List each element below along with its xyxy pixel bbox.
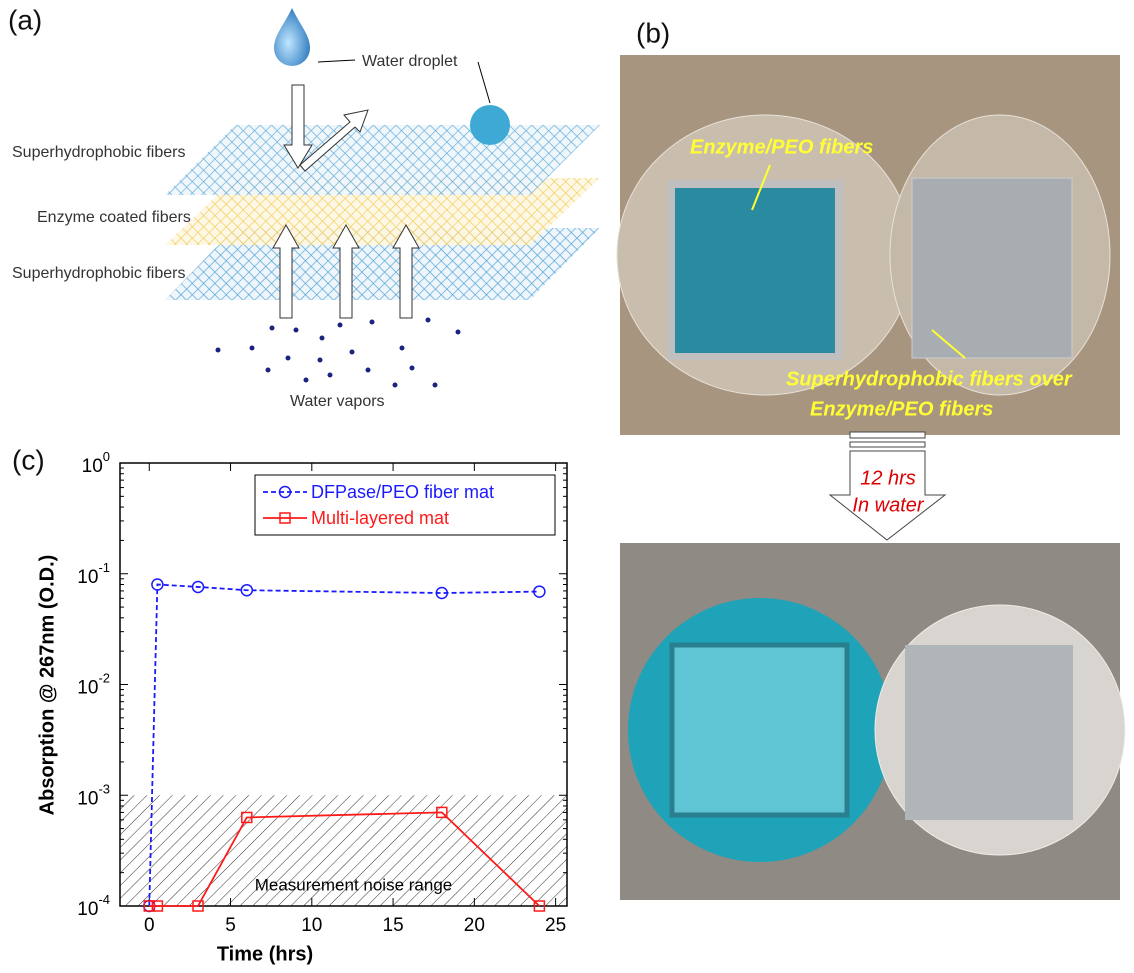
shape — [456, 330, 461, 335]
x-axis-title: Time (hrs) — [217, 943, 313, 965]
pointer — [478, 62, 490, 103]
shape — [433, 383, 438, 388]
shape — [270, 326, 275, 331]
photo-label: Superhydrophobic fibers over — [786, 368, 1073, 390]
figure: (a) Water droplet Superhydrophobic fiber… — [0, 0, 1134, 973]
y-tick-exponent: -1 — [98, 560, 110, 575]
x-tick-label: 0 — [144, 915, 155, 936]
shape — [266, 368, 271, 373]
panel-label: (a) — [8, 4, 42, 35]
shape — [294, 328, 299, 333]
layer-label: Superhydrophobic fibers — [12, 265, 185, 282]
photo-label: Enzyme/PEO fibers — [810, 398, 993, 420]
y-tick-label: 10 — [77, 678, 98, 699]
shape — [393, 383, 398, 388]
y-tick-label: 10-1 — [77, 560, 110, 588]
x-tick-label: 15 — [383, 915, 404, 936]
y-tick-label: 10 — [77, 788, 98, 809]
shape — [328, 373, 333, 378]
shape — [338, 323, 343, 328]
x-tick-label: 5 — [225, 915, 236, 936]
shape — [216, 348, 221, 353]
droplet-ball — [470, 105, 510, 145]
y-tick-label: 10 — [77, 899, 98, 920]
y-tick-label: 10-3 — [77, 782, 110, 810]
y-tick-exponent: -4 — [98, 892, 110, 907]
y-tick-label: 10-2 — [77, 671, 110, 699]
x-tick-label: 20 — [464, 915, 485, 936]
shape — [410, 366, 415, 371]
panel-a: (a) Water droplet Superhydrophobic fiber… — [8, 4, 600, 410]
annotation: Water vapors — [290, 393, 385, 410]
y-axis-title: Absorption @ 267nm (O.D.) — [36, 555, 58, 816]
y-tick-label: 100 — [82, 449, 110, 477]
panel-label: (b) — [636, 17, 670, 48]
arrow-label: 12 hrs — [860, 467, 916, 489]
layer-label: Enzyme coated fibers — [37, 209, 191, 226]
y-tick-exponent: -3 — [98, 782, 110, 797]
shape — [304, 378, 309, 383]
layered-mat — [905, 645, 1073, 820]
pointer — [318, 60, 355, 62]
shape — [370, 320, 375, 325]
y-tick-exponent: 0 — [103, 449, 110, 464]
y-tick-label: 10-4 — [77, 892, 110, 920]
shape — [286, 356, 291, 361]
shape — [366, 368, 371, 373]
vapor-dots — [216, 318, 461, 388]
y-tick-exponent: -2 — [98, 671, 110, 686]
x-tick-label: 25 — [545, 915, 566, 936]
legend-label: Multi-layered mat — [311, 508, 449, 528]
enzyme-mat — [675, 188, 835, 353]
droplet-icon — [274, 8, 310, 66]
chart: Measurement noise range10-410-310-210-11… — [77, 449, 567, 936]
legend-label: DFPase/PEO fiber mat — [311, 482, 494, 502]
panel-label: (c) — [12, 444, 45, 475]
x-tick-label: 10 — [301, 915, 322, 936]
shape — [320, 336, 325, 341]
y-tick-label: 10 — [77, 567, 98, 588]
foil — [672, 645, 847, 815]
y-tick-label: 10 — [82, 456, 103, 477]
shape — [250, 346, 255, 351]
layer-label: Superhydrophobic fibers — [12, 144, 185, 161]
layered-mat — [912, 178, 1072, 358]
photo-label: Enzyme/PEO fibers — [690, 136, 873, 158]
panel-b: (b) Enzyme/PEO fibers Superhydrophobic f… — [617, 17, 1125, 900]
shape — [426, 318, 431, 323]
shape — [400, 346, 405, 351]
annotation: Water droplet — [362, 53, 458, 70]
shape — [350, 350, 355, 355]
annotation: Measurement noise range — [255, 875, 453, 894]
fiber-layer — [165, 125, 600, 195]
shape — [318, 358, 323, 363]
arrow-label: In water — [852, 494, 924, 516]
